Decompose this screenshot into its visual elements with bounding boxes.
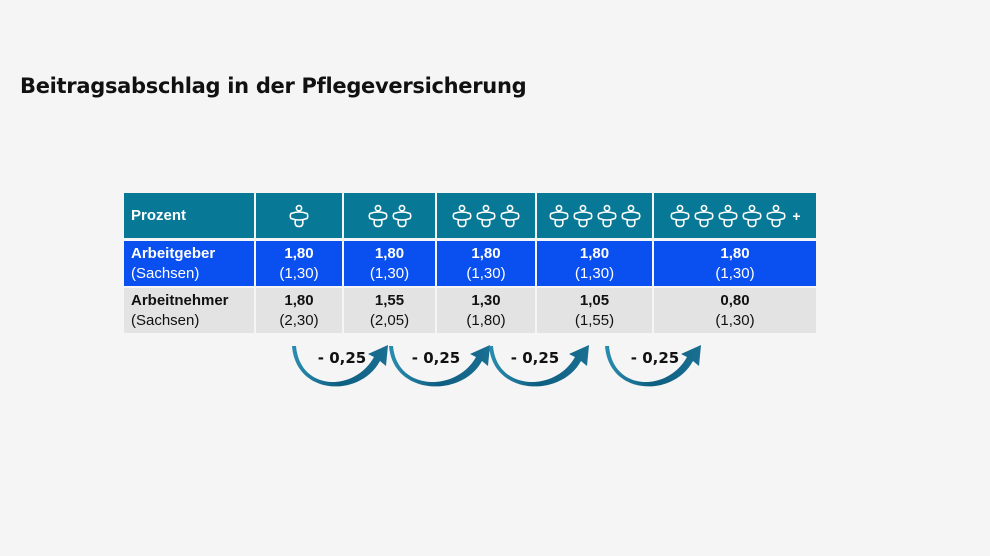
header-children-5-plus: + (653, 193, 816, 240)
reduction-arrow-4: - 0,25 (605, 345, 701, 387)
header-children-3 (436, 193, 537, 240)
table-cell: 1,80 (1,30) (436, 239, 537, 287)
cell-value: 1,30 (471, 291, 501, 309)
pacifier-icon (476, 204, 496, 227)
table-cell: 1,80 (1,30) (343, 239, 437, 287)
table-cell: 1,05 (1,55) (536, 287, 654, 333)
table-header-row: Prozent + (124, 193, 816, 240)
employer-label: Arbeitgeber (Sachsen) (124, 239, 256, 287)
plus-sign: + (792, 207, 801, 224)
cell-value: 1,80 (374, 244, 405, 262)
cell-sachsen-value: (1,30) (715, 264, 755, 282)
header-children-1 (255, 193, 344, 240)
cell-sachsen-value: (1,30) (715, 311, 755, 329)
table-cell: 1,30 (1,80) (436, 287, 537, 333)
pacifier-icon (289, 204, 309, 227)
pacifier-icon (572, 204, 593, 227)
row-sublabel: (Sachsen) (131, 311, 200, 329)
table-cell: 1,80 (1,30) (536, 239, 654, 287)
header-label: Prozent (124, 193, 256, 240)
cell-value: 1,80 (284, 291, 314, 309)
cell-value: 1,80 (284, 244, 314, 262)
row-label: Arbeitnehmer (131, 291, 229, 309)
cell-value: 1,80 (471, 244, 501, 262)
employee-row: Arbeitnehmer (Sachsen) 1,80 (2,30) 1,55 (2… (124, 287, 816, 333)
cell-value: 1,05 (579, 291, 610, 309)
cell-sachsen-value: (1,55) (574, 311, 615, 329)
reduction-arrow-1: - 0,25 (292, 345, 388, 387)
cell-sachsen-value: (1,30) (369, 264, 410, 282)
table-cell: 0,80 (1,30) (653, 287, 816, 333)
employee-label: Arbeitnehmer (Sachsen) (124, 287, 256, 333)
pacifier-icon (620, 204, 641, 227)
pacifier-icon (452, 204, 472, 227)
pacifier-icon (742, 204, 762, 227)
row-sublabel: (Sachsen) (131, 264, 200, 282)
pacifier-icon (500, 204, 520, 227)
cell-value: 1,80 (720, 244, 750, 262)
reduction-label: - 0,25 (412, 349, 460, 367)
cell-sachsen-value: (2,30) (279, 311, 319, 329)
header-children-4 (536, 193, 654, 240)
row-label: Arbeitgeber (131, 244, 216, 262)
contribution-table: Prozent + Arbeitgeber (Sachsen) 1,80 (1,3… (124, 193, 816, 333)
pacifier-icon (694, 204, 714, 227)
reduction-label: - 0,25 (318, 349, 366, 367)
pacifier-icon (548, 204, 569, 227)
reduction-arrow-3: - 0,25 (489, 345, 589, 387)
reduction-arrow-2: - 0,25 (389, 345, 490, 387)
cell-sachsen-value: (2,05) (369, 311, 410, 329)
cell-sachsen-value: (1,80) (466, 311, 506, 329)
pacifier-icon (766, 204, 786, 227)
reduction-label: - 0,25 (631, 349, 679, 367)
pacifier-icon (670, 204, 690, 227)
table-cell: 1,80 (1,30) (653, 239, 816, 287)
cell-sachsen-value: (1,30) (279, 264, 319, 282)
pacifier-icon (391, 204, 412, 227)
cell-value: 1,80 (579, 244, 610, 262)
header-children-2 (343, 193, 437, 240)
pacifier-icon (367, 204, 388, 227)
table-cell: 1,80 (1,30) (255, 239, 344, 287)
cell-sachsen-value: (1,30) (466, 264, 506, 282)
table-cell: 1,80 (2,30) (255, 287, 344, 333)
cell-sachsen-value: (1,30) (574, 264, 615, 282)
reduction-label: - 0,25 (511, 349, 559, 367)
cell-value: 0,80 (720, 291, 750, 309)
employer-row: Arbeitgeber (Sachsen) 1,80 (1,30) 1,80 (1,… (124, 239, 816, 287)
table-cell: 1,55 (2,05) (343, 287, 437, 333)
page-title: Beitragsabschlag in der Pflegeversicheru… (20, 74, 527, 98)
pacifier-icon (718, 204, 738, 227)
cell-value: 1,55 (374, 291, 405, 309)
pacifier-icon (596, 204, 617, 227)
